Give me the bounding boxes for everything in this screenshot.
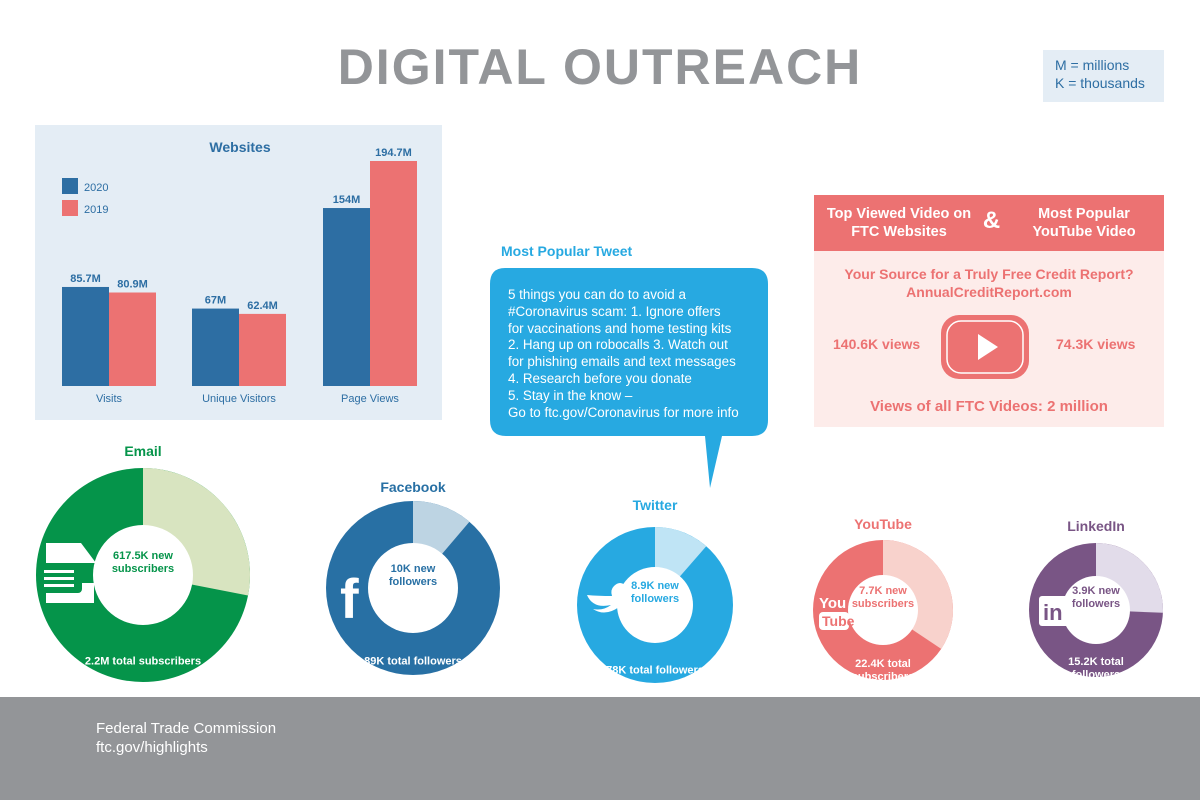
legend-label-2020: 2020	[84, 182, 108, 194]
email-title: Email	[124, 443, 162, 459]
bar-value-label: 194.7M	[375, 147, 412, 159]
svg-text:Tube: Tube	[822, 613, 855, 629]
page-title: DIGITAL OUTREACH	[337, 39, 863, 95]
tweet-line: for vaccinations and home testing kits	[508, 320, 732, 336]
video-title-text: Your Source for a Truly Free Credit Repo…	[844, 266, 1134, 282]
category-label: Unique Visitors	[202, 393, 276, 405]
facebook-icon: f	[340, 567, 359, 630]
youtube-icon: YouTube	[819, 595, 855, 630]
new-count-label: 7.7K new subscribers	[851, 585, 915, 610]
new-count-label: 10K new followers	[388, 563, 438, 588]
tweet-line: #Coronavirus scam: 1. Ignore offers	[508, 303, 721, 319]
envelope-icon	[42, 543, 96, 603]
category-label: Page Views	[341, 393, 399, 405]
bar-2020-0	[62, 286, 109, 386]
total-count-label: 15.2K total followers	[1068, 655, 1124, 681]
svg-text:f: f	[340, 567, 359, 630]
bar-2019-2	[370, 161, 417, 386]
footer: Federal Trade Commission ftc.gov/highlig…	[0, 697, 1200, 800]
donut-hole	[617, 567, 693, 643]
svg-text:You: You	[819, 595, 846, 612]
donut-hole	[93, 525, 193, 625]
facebook-title: Facebook	[380, 479, 446, 495]
tweet-line: Go to ftc.gov/Coronavirus for more info	[508, 404, 739, 420]
bar-2019-1	[239, 313, 286, 386]
donut-hole	[848, 575, 918, 645]
new-count-label: 8.9K new followers	[630, 580, 680, 605]
units-millions: M = millions	[1055, 57, 1130, 73]
video-url[interactable]: AnnualCreditReport.com	[906, 284, 1072, 300]
twitter-bird-icon	[587, 583, 632, 613]
tweet-text: 5 things you can do to avoid a #Coronavir…	[508, 287, 763, 421]
video-header: Top Viewed Video on FTC Websites & Most …	[814, 195, 1164, 251]
bar-value-label: 85.7M	[70, 273, 101, 285]
tweet-line: 2. Hang up on robocalls 3. Watch out	[508, 337, 728, 353]
linkedin-icon: in	[1039, 596, 1069, 626]
donut-hole	[368, 543, 458, 633]
footer-org: Federal Trade Commission	[96, 720, 277, 737]
bar-2020-2	[323, 208, 370, 386]
new-count-label: 617.5K new subscribers	[111, 550, 175, 575]
bar-2019-0	[109, 292, 156, 386]
total-count-label: 78K total followers	[606, 664, 704, 677]
category-label: Visits	[96, 393, 123, 405]
ampersand: &	[982, 207, 1001, 234]
total-count-label: 2.2M total subscribers	[84, 655, 202, 667]
bar-2020-1	[192, 308, 239, 386]
donut-hole	[1062, 576, 1130, 644]
chart-title: Websites	[209, 139, 270, 155]
tweet-line: 5. Stay in the know –	[508, 387, 633, 403]
bar-value-label: 62.4M	[247, 300, 278, 312]
tweet-line: 5 things you can do to avoid a	[508, 287, 686, 302]
left-views: 140.6K views	[833, 336, 921, 352]
units-thousands: K = thousands	[1055, 75, 1145, 91]
most-popular-heading: Most Popular YouTube Video	[1032, 206, 1136, 240]
legend-swatch-2020	[62, 178, 78, 194]
bar-value-label: 67M	[205, 295, 226, 307]
linkedin-title: LinkedIn	[1067, 518, 1125, 534]
youtube-title: YouTube	[854, 516, 912, 532]
legend-swatch-2019	[62, 200, 78, 216]
tweet-line: for phishing emails and text messages	[508, 354, 736, 370]
youtube-play-icon[interactable]	[940, 314, 1030, 380]
twitter-title: Twitter	[632, 497, 678, 513]
units-legend: M = millions K = thousands	[1043, 50, 1164, 102]
tweet-title: Most Popular Tweet	[501, 243, 633, 259]
total-count-label: 22.4K total subscribers	[851, 657, 915, 683]
total-count-label: 89K total followers	[364, 655, 462, 668]
top-viewed-heading: Top Viewed Video on FTC Websites	[826, 206, 972, 240]
video-title: Your Source for a Truly Free Credit Repo…	[814, 265, 1164, 301]
tweet-line: 4. Research before you donate	[508, 370, 692, 386]
legend-label-2019: 2019	[84, 204, 108, 216]
new-count-label: 3.9K new followers	[1071, 585, 1121, 610]
all-video-views: Views of all FTC Videos: 2 million	[870, 398, 1108, 415]
footer-url[interactable]: ftc.gov/highlights	[96, 739, 208, 756]
right-views: 74.3K views	[1056, 336, 1136, 352]
bar-value-label: 154M	[333, 194, 361, 206]
bar-value-label: 80.9M	[117, 279, 148, 291]
svg-text:in: in	[1043, 600, 1063, 625]
